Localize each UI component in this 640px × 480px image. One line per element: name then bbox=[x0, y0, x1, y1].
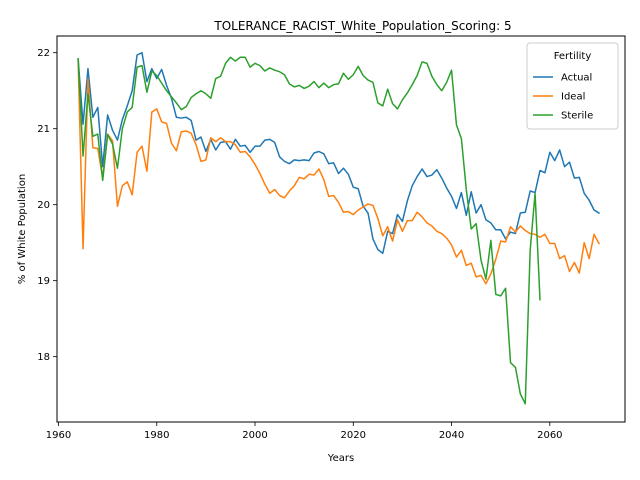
x-axis: 1960 1980 2000 2020 2040 2060 bbox=[46, 422, 563, 441]
y-tick-label: 19 bbox=[37, 276, 50, 287]
x-axis-label: Years bbox=[327, 453, 354, 464]
y-axis-label: % of White Population bbox=[17, 174, 28, 284]
y-tick-label: 22 bbox=[37, 48, 50, 59]
series-line-sterile bbox=[77, 56, 541, 405]
plot-frame bbox=[56, 35, 626, 423]
series-layer bbox=[77, 51, 600, 405]
y-tick-label: 20 bbox=[37, 200, 50, 211]
legend-label-ideal: Ideal bbox=[561, 92, 585, 103]
series-line-actual bbox=[77, 51, 600, 255]
legend-label-sterile: Sterile bbox=[561, 111, 593, 122]
y-axis: 18 19 20 21 22 bbox=[37, 48, 57, 363]
x-tick-label: 2020 bbox=[341, 430, 366, 441]
legend-items: Actual Ideal Sterile bbox=[533, 73, 593, 122]
y-tick-label: 18 bbox=[37, 352, 50, 363]
x-tick-label: 1980 bbox=[144, 430, 169, 441]
chart-title: TOLERANCE_RACIST_White_Population_Scorin… bbox=[213, 19, 511, 33]
series-line-ideal bbox=[77, 59, 600, 285]
legend-label-actual: Actual bbox=[561, 73, 592, 84]
x-tick-label: 2040 bbox=[439, 430, 464, 441]
y-tick-label: 21 bbox=[37, 124, 50, 135]
legend: Fertility Actual Ideal Sterile bbox=[526, 42, 619, 130]
legend-frame bbox=[526, 42, 619, 130]
x-tick-label: 2060 bbox=[537, 430, 562, 441]
legend-title: Fertility bbox=[554, 51, 592, 62]
x-tick-label: 1960 bbox=[46, 430, 71, 441]
x-tick-label: 2000 bbox=[242, 430, 267, 441]
